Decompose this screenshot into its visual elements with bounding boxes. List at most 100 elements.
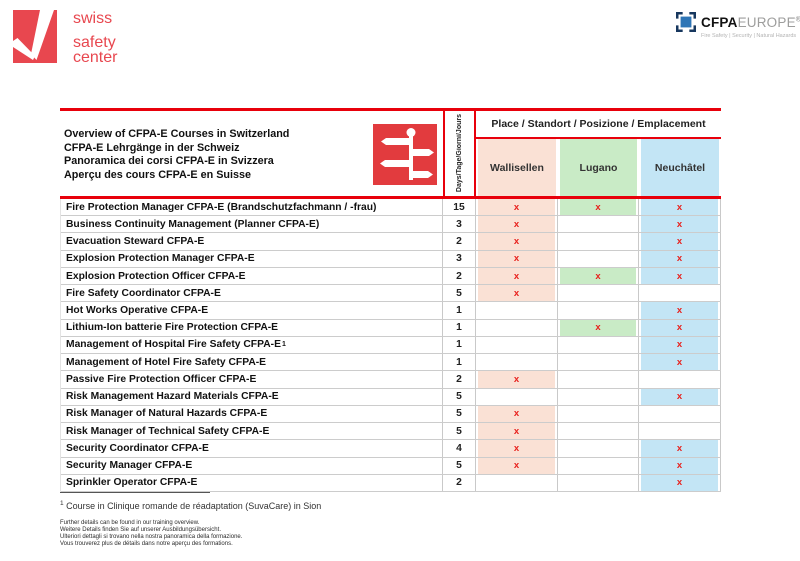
table-row: Security Coordinator CFPA-E 4 x x: [61, 440, 721, 458]
availability-cell: x: [476, 371, 558, 388]
availability-cell: [558, 388, 639, 405]
location-header-bg: Lugano: [560, 139, 637, 196]
availability-cell: [558, 285, 639, 302]
table-title-it: Panoramica dei corsi CFPA-E in Svizzera: [64, 155, 274, 167]
availability-cell: x: [476, 250, 558, 267]
footer-details: Further details can be found in our trai…: [60, 520, 321, 548]
table-row: Lithium-Ion batterie Fire Protection CFP…: [61, 319, 721, 337]
table-row: Fire Protection Manager CFPA-E (Brandsch…: [61, 199, 721, 217]
course-name-cell: Fire Protection Manager CFPA-E (Brandsch…: [61, 199, 443, 216]
table-row: Risk Manager of Technical Safety CFPA-E …: [61, 423, 721, 441]
availability-mark: x: [676, 270, 683, 282]
table-row: Hot Works Operative CFPA-E 1 x: [61, 302, 721, 320]
availability-mark: x: [676, 201, 683, 213]
footnote-separator: [60, 492, 210, 493]
course-name-cell: Risk Management Hazard Materials CFPA-E: [61, 388, 443, 405]
days-column-header: Days/Tage/Giorni/Jours: [443, 111, 476, 196]
table-row: Management of Hotel Fire Safety CFPA-E 1…: [61, 354, 721, 372]
availability-cell: [558, 474, 639, 491]
location-header-bg: Neuchâtel: [641, 139, 719, 196]
table-title-en: Overview of CFPA-E Courses in Switzerlan…: [64, 128, 290, 140]
availability-cell: x: [639, 388, 721, 405]
availability-mark: x: [676, 477, 683, 489]
availability-cell: [558, 354, 639, 371]
location-name: Lugano: [579, 161, 618, 174]
availability-mark: x: [676, 442, 683, 454]
availability-mark: x: [676, 305, 683, 317]
footer-line-it: Ulteriori dettagli si trovano nella nost…: [60, 534, 243, 540]
availability-cell: [639, 423, 721, 440]
availability-cell: x: [639, 354, 721, 371]
location-headers: Wallisellen Lugano Neuchâtel: [476, 139, 721, 196]
days-value-cell: 1: [443, 319, 476, 336]
availability-cell: x: [639, 302, 721, 319]
availability-cell: x: [639, 199, 721, 216]
availability-mark: x: [676, 356, 683, 368]
availability-cell: x: [639, 267, 721, 285]
course-name-cell: Lithium-Ion batterie Fire Protection CFP…: [61, 319, 443, 336]
availability-cell: x: [476, 405, 558, 423]
course-name-cell: Security Manager CFPA-E: [61, 457, 443, 474]
days-value-cell: 1: [443, 336, 476, 354]
table-row: Security Manager CFPA-E 5 x x: [61, 457, 721, 475]
availability-cell: x: [558, 199, 639, 216]
availability-cell: [639, 285, 721, 302]
course-name-cell: Management of Hotel Fire Safety CFPA-E: [61, 354, 443, 371]
footnote-text: 1 Course in Clinique romande de réadapta…: [60, 500, 321, 511]
swiss-safety-center-wordmark: swiss safety center: [73, 10, 117, 66]
table-row: Risk Management Hazard Materials CFPA-E …: [61, 388, 721, 406]
availability-cell: [558, 405, 639, 423]
availability-cell: x: [639, 250, 721, 267]
footnote-body: Course in Clinique romande de réadaptati…: [63, 501, 322, 511]
signpost-icon: [373, 124, 437, 185]
cfpa-wordmark-light: EUROPE: [737, 14, 796, 30]
place-column-group-header: Place / Standort / Posizione / Emplaceme…: [476, 111, 721, 196]
days-value-cell: 4: [443, 440, 476, 457]
table-header: Overview of CFPA-E Courses in Switzerlan…: [60, 111, 721, 196]
table-row: Management of Hospital Fire Safety CFPA-…: [61, 336, 721, 355]
course-name-cell: Passive Fire Protection Officer CFPA-E: [61, 371, 443, 388]
availability-mark: x: [676, 322, 683, 334]
footer-line-fr: Vous trouverez plus de détails dans notr…: [60, 541, 233, 547]
availability-mark: x: [676, 391, 683, 403]
table-body: Fire Protection Manager CFPA-E (Brandsch…: [60, 199, 721, 492]
availability-cell: [476, 388, 558, 405]
cfpa-europe-logo: CFPAEUROPE® Fire Safety | Security | Nat…: [676, 12, 800, 39]
location-header-cell: Lugano: [558, 139, 639, 196]
days-header-label: Days/Tage/Giorni/Jours: [456, 114, 463, 193]
availability-mark: x: [513, 408, 520, 420]
days-value-cell: 2: [443, 474, 476, 491]
swiss-safety-center-checkmark-icon: [13, 10, 57, 63]
availability-mark: x: [513, 253, 520, 265]
footnote-block: 1 Course in Clinique romande de réadapta…: [60, 492, 321, 548]
availability-cell: x: [476, 216, 558, 233]
course-name-cell: Explosion Protection Manager CFPA-E: [61, 250, 443, 267]
availability-mark: x: [513, 218, 520, 230]
table-row: Passive Fire Protection Officer CFPA-E 2…: [61, 371, 721, 389]
place-header-label: Place / Standort / Posizione / Emplaceme…: [491, 118, 706, 130]
table-row: Evacuation Steward CFPA-E 2 x x: [61, 233, 721, 251]
cfpa-europe-icon: [676, 12, 696, 32]
availability-mark: x: [513, 287, 520, 299]
logo-word-swiss: swiss: [73, 10, 113, 27]
availability-mark: x: [513, 425, 520, 437]
days-value-cell: 15: [443, 199, 476, 216]
availability-cell: x: [639, 319, 721, 336]
availability-cell: [558, 336, 639, 354]
availability-cell: [476, 319, 558, 336]
availability-mark: x: [676, 460, 683, 472]
availability-cell: x: [558, 319, 639, 336]
course-name-cell: Sprinkler Operator CFPA-E: [61, 474, 443, 491]
availability-mark: x: [595, 201, 601, 213]
availability-mark: x: [595, 322, 601, 334]
availability-mark: x: [513, 460, 520, 472]
footer-line-en: Further details can be found in our trai…: [60, 520, 200, 526]
availability-cell: x: [558, 267, 639, 285]
days-value-cell: 3: [443, 216, 476, 233]
table-title-de: CFPA-E Lehrgänge in der Schweiz: [64, 141, 240, 154]
table-title-cell: Overview of CFPA-E Courses in Switzerlan…: [60, 111, 443, 196]
courses-table: Overview of CFPA-E Courses in Switzerlan…: [60, 108, 721, 492]
days-value-cell: 1: [443, 302, 476, 319]
swiss-safety-center-logo: swiss safety center: [13, 10, 117, 66]
